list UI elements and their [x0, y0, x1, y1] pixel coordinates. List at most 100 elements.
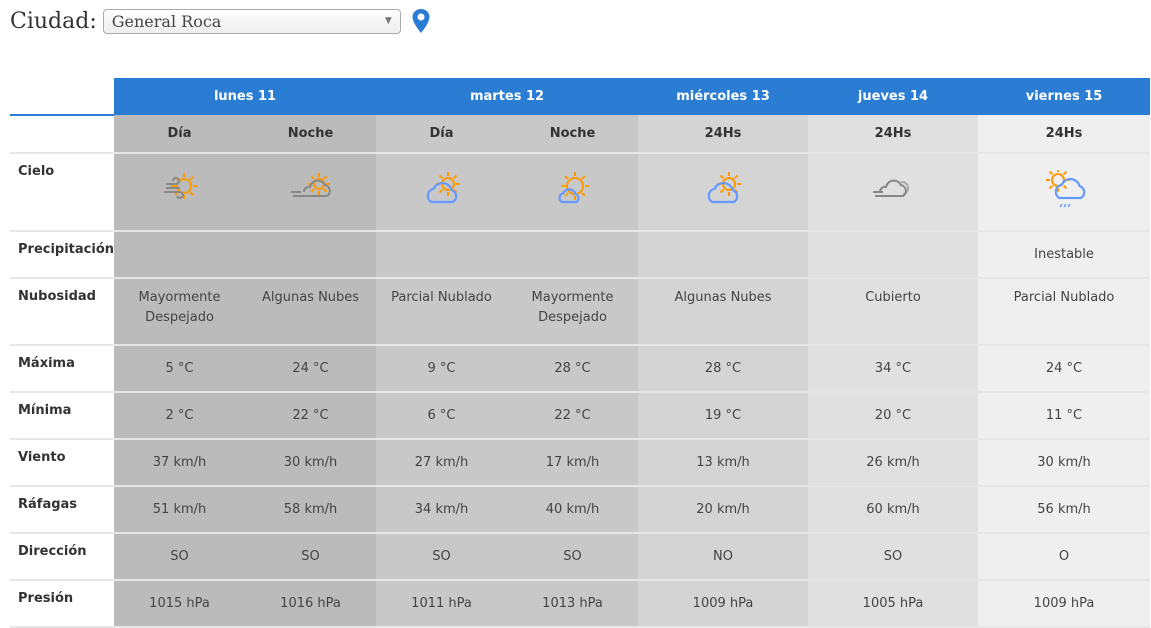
row-label: Presión [10, 580, 115, 628]
presion-cell: 1016 hPa [245, 580, 377, 628]
rafagas-cell: 56 km/h [978, 486, 1151, 534]
viento-cell: 30 km/h [245, 439, 377, 487]
presion-cell: 1009 hPa [638, 580, 809, 628]
row-nubosidad: Nubosidad Mayormente Despejado Algunas Nub… [10, 278, 1151, 346]
presion-cell: 1005 hPa [808, 580, 979, 628]
rafagas-cell: 58 km/h [245, 486, 377, 534]
row-cielo: Cielo [10, 153, 1151, 232]
row-label: Precipitación [10, 231, 115, 279]
sky-cell [638, 153, 809, 232]
period-header: Noche [245, 115, 377, 154]
minima-cell: 2 °C [114, 392, 246, 440]
viento-cell: 13 km/h [638, 439, 809, 487]
nubosidad-cell: Algunas Nubes [638, 278, 809, 346]
partly-cloudy-icon [426, 172, 460, 204]
blank-cell [10, 115, 115, 154]
direccion-cell: SO [808, 533, 979, 581]
sun-cloud-rain-icon [1046, 168, 1086, 208]
maxima-cell: 34 °C [808, 345, 979, 393]
direccion-cell: SO [114, 533, 246, 581]
direccion-cell: O [978, 533, 1151, 581]
city-selector-bar: Ciudad: General Roca ▼ [10, 8, 431, 34]
city-select[interactable]: General Roca ▼ [102, 8, 401, 34]
viento-cell: 37 km/h [114, 439, 246, 487]
presion-cell: 1011 hPa [376, 580, 508, 628]
forecast-table: lunes 11 martes 12 miércoles 13 jueves 1… [10, 78, 1151, 628]
row-label: Viento [10, 439, 115, 487]
row-label: Dirección [10, 533, 115, 581]
precipitacion-cell [638, 231, 809, 279]
chevron-down-icon: ▼ [384, 16, 392, 26]
precipitacion-cell [114, 231, 246, 279]
presion-cell: 1009 hPa [978, 580, 1151, 628]
period-header: 24Hs [638, 115, 809, 154]
rafagas-cell: 51 km/h [114, 486, 246, 534]
day-header: miércoles 13 [638, 78, 809, 115]
cloud-wind-sun-gray-icon [290, 173, 331, 197]
minima-cell: 11 °C [978, 392, 1151, 440]
period-header: Día [376, 115, 508, 154]
period-header: 24Hs [978, 115, 1151, 154]
day-header: jueves 14 [808, 78, 979, 115]
precipitacion-cell [376, 231, 508, 279]
row-label: Máxima [10, 345, 115, 393]
direccion-cell: SO [376, 533, 508, 581]
nubosidad-cell: Algunas Nubes [245, 278, 377, 346]
minima-cell: 19 °C [638, 392, 809, 440]
direccion-cell: SO [507, 533, 639, 581]
row-viento: Viento 37 km/h 30 km/h 27 km/h 17 km/h 13 km/… [10, 439, 1151, 487]
nubosidad-cell: Cubierto [808, 278, 979, 346]
map-pin-icon[interactable] [411, 8, 431, 34]
row-minima: Mínima 2 °C 22 °C 6 °C 22 °C 19 °C 20 °C 11 °C [10, 392, 1151, 440]
maxima-cell: 24 °C [978, 345, 1151, 393]
maxima-cell: 28 °C [507, 345, 639, 393]
rafagas-cell: 60 km/h [808, 486, 979, 534]
viento-cell: 26 km/h [808, 439, 979, 487]
maxima-cell: 9 °C [376, 345, 508, 393]
maxima-cell: 28 °C [638, 345, 809, 393]
row-label: Cielo [10, 153, 115, 232]
rafagas-cell: 20 km/h [638, 486, 809, 534]
sky-cell [808, 153, 979, 232]
sky-cell [978, 153, 1151, 232]
sky-cell [507, 153, 639, 232]
period-header: 24Hs [808, 115, 979, 154]
day-header: viernes 15 [978, 78, 1151, 115]
nubosidad-cell: Parcial Nublado [978, 278, 1151, 346]
city-label: Ciudad: [10, 8, 97, 34]
direccion-cell: SO [245, 533, 377, 581]
city-select-value: General Roca [111, 11, 222, 31]
nubosidad-cell: Mayormente Despejado [507, 278, 639, 346]
viento-cell: 17 km/h [507, 439, 639, 487]
partly-cloudy-icon [707, 172, 742, 204]
row-direccion: Dirección SO SO SO SO NO SO O [10, 533, 1151, 581]
precipitacion-cell [808, 231, 979, 279]
period-header: Noche [507, 115, 639, 154]
precipitacion-cell [507, 231, 639, 279]
nubosidad-cell: Mayormente Despejado [114, 278, 246, 346]
precipitacion-cell [245, 231, 377, 279]
rafagas-cell: 34 km/h [376, 486, 508, 534]
sky-cell [245, 153, 377, 232]
corner-cell [10, 78, 115, 116]
rafagas-cell: 40 km/h [507, 486, 639, 534]
viento-cell: 30 km/h [978, 439, 1151, 487]
nubosidad-cell: Parcial Nublado [376, 278, 508, 346]
overcast-wind-icon [873, 179, 910, 197]
day-header: lunes 11 [114, 78, 377, 115]
minima-cell: 22 °C [507, 392, 639, 440]
row-label: Ráfagas [10, 486, 115, 534]
minima-cell: 22 °C [245, 392, 377, 440]
presion-cell: 1013 hPa [507, 580, 639, 628]
day-header: martes 12 [376, 78, 639, 115]
row-label: Mínima [10, 392, 115, 440]
row-rafagas: Ráfagas 51 km/h 58 km/h 34 km/h 40 km/h 20 km… [10, 486, 1151, 534]
period-header: Día [114, 115, 246, 154]
maxima-cell: 24 °C [245, 345, 377, 393]
sky-cell [376, 153, 508, 232]
presion-cell: 1015 hPa [114, 580, 246, 628]
row-maxima: Máxima 5 °C 24 °C 9 °C 28 °C 28 °C 34 °C 24 °C [10, 345, 1151, 393]
direccion-cell: NO [638, 533, 809, 581]
sky-cell [114, 153, 246, 232]
minima-cell: 6 °C [376, 392, 508, 440]
